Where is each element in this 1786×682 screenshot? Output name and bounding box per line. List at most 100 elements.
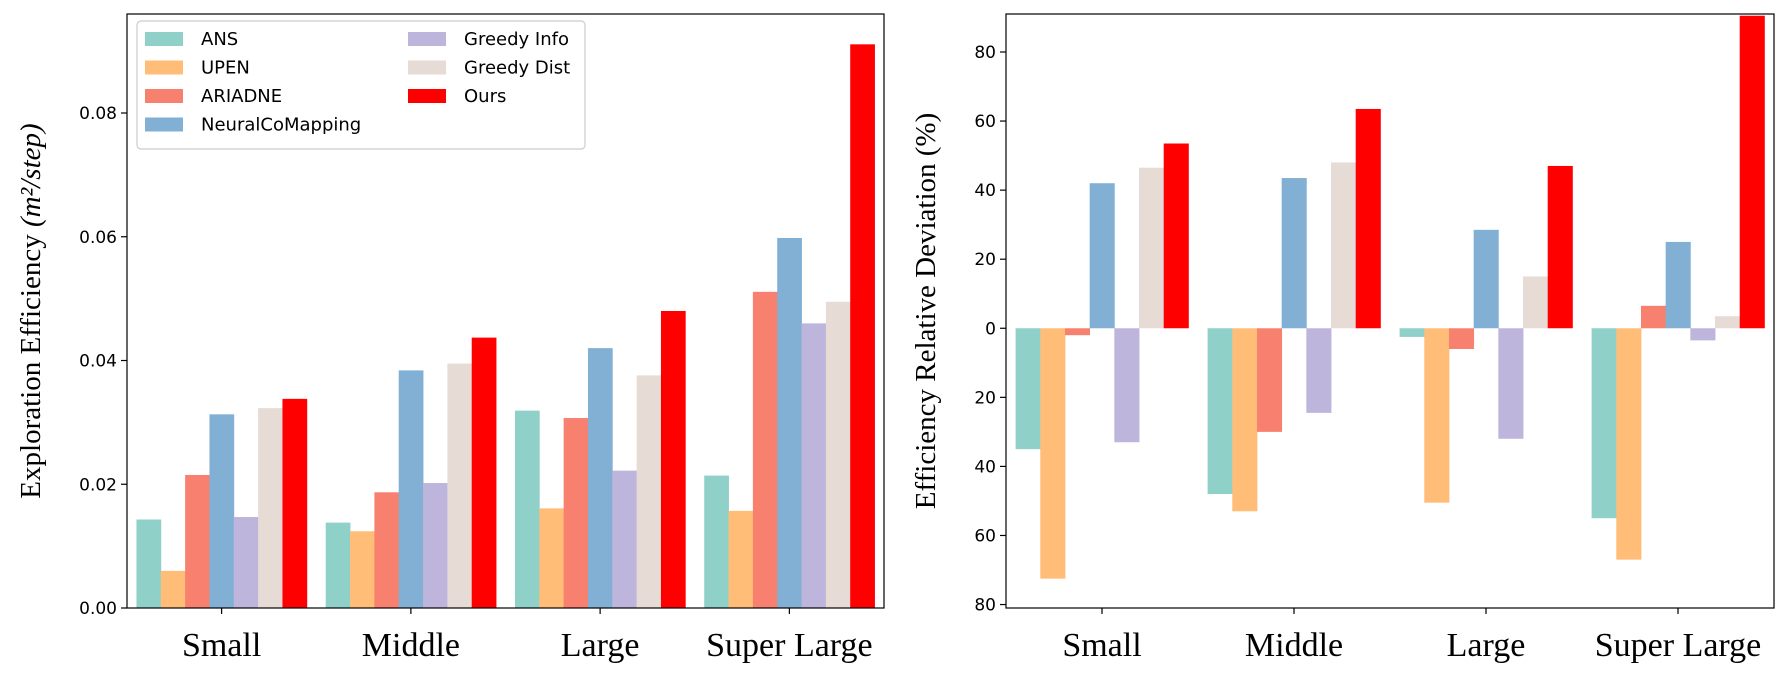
axes-frame — [1005, 13, 1775, 609]
bar-greedy-info-large — [612, 470, 638, 608]
bar-neuralcomapping-middle — [398, 370, 424, 608]
legend-label-greedy-info: Greedy Info — [464, 29, 569, 50]
left-chart-panel: 0.00 0.02 0.04 0.06 0.08 Small Middle Large Supe… — [15, 13, 885, 664]
bar-ans-middle — [325, 522, 351, 608]
bar-neuralcomapping-super-large — [777, 237, 802, 609]
y-axis-label-unit: (m²/step) — [15, 123, 47, 227]
y-tick-label: 20 — [974, 250, 996, 270]
bar-greedy-info-small — [1114, 328, 1140, 443]
x-tick-label: Middle — [362, 627, 460, 664]
x-tick-label: Super Large — [706, 627, 872, 664]
bar-ours-small — [1163, 143, 1189, 329]
y-axis-label: Exploration Efficiency (m²/step) — [15, 123, 47, 498]
y-tick-label: 0.00 — [79, 599, 117, 619]
legend-swatch-ariadne — [145, 89, 183, 103]
bar-ans-middle — [1207, 328, 1233, 495]
bar-greedy-info-super-large — [1690, 328, 1716, 341]
bar-upen-small — [160, 570, 186, 609]
bar-upen-super-large — [728, 510, 754, 608]
bar-upen-middle — [1232, 328, 1258, 512]
x-tick-label: Large — [1447, 627, 1526, 664]
bar-upen-large — [1424, 328, 1450, 503]
bar-ariadne-super-large — [1640, 305, 1667, 329]
x-tick-label: Small — [182, 627, 261, 664]
bar-ours-middle — [1355, 108, 1381, 329]
y-tick-label: 60 — [974, 526, 996, 546]
bar-ariadne-small — [185, 474, 210, 608]
x-tick-label: Super Large — [1595, 627, 1761, 664]
y-axis-label-text: Exploration Efficiency — [15, 227, 47, 499]
legend-label-ariadne: ARIADNE — [201, 86, 282, 107]
bar-ours-large — [1547, 165, 1573, 329]
x-tick-label: Large — [561, 627, 640, 664]
bar-ariadne-large — [563, 418, 589, 608]
y-tick-label: 80 — [974, 43, 996, 63]
bar-ariadne-middle — [1256, 328, 1283, 432]
y-tick-label: 80 — [974, 596, 996, 616]
y-tick-label: 40 — [974, 181, 996, 201]
bar-neuralcomapping-large — [587, 348, 613, 609]
bar-greedy-dist-middle — [447, 363, 473, 608]
bar-upen-middle — [350, 531, 375, 608]
bar-greedy-dist-large — [636, 375, 662, 608]
legend: ANS UPEN ARIADNE NeuralCoMapping Greedy Info… — [136, 20, 586, 150]
legend-swatch-neuralcomapping — [145, 117, 183, 132]
y-tick-label: 0.08 — [79, 104, 117, 124]
bar-greedy-dist-super-large — [825, 301, 851, 608]
bar-ans-super-large — [704, 475, 729, 608]
bar-ans-small — [1015, 328, 1041, 450]
bar-neuralcomapping-large — [1473, 229, 1499, 329]
bar-neuralcomapping-small — [1089, 183, 1115, 329]
bar-greedy-info-middle — [1306, 328, 1332, 413]
y-tick-label: 0 — [985, 319, 996, 339]
y-tick-label: 60 — [974, 112, 996, 132]
y-axis-label: Efficiency Relative Deviation (%) — [910, 113, 942, 509]
bar-upen-small — [1040, 328, 1066, 579]
axes-frame — [126, 13, 885, 609]
bar-ours-small — [282, 398, 308, 608]
x-tick-label: Small — [1062, 627, 1141, 664]
bar-ariadne-middle — [374, 492, 400, 608]
legend-swatch-ans — [145, 32, 183, 46]
legend-swatch-upen — [145, 60, 183, 75]
legend-label-greedy-dist: Greedy Dist — [464, 58, 570, 79]
bar-neuralcomapping-middle — [1281, 178, 1307, 329]
bar-ours-middle — [471, 337, 497, 608]
bar-greedy-info-super-large — [801, 323, 827, 609]
bar-ans-small — [136, 519, 162, 608]
bar-neuralcomapping-super-large — [1665, 241, 1691, 329]
bar-ours-super-large — [850, 44, 875, 608]
bar-ariadne-super-large — [752, 291, 778, 608]
bar-greedy-info-middle — [423, 483, 448, 608]
bar-greedy-info-large — [1498, 328, 1524, 439]
bar-ans-large — [514, 410, 540, 608]
legend-label-ans: ANS — [201, 29, 238, 50]
legend-label-upen: UPEN — [201, 58, 250, 79]
x-tick-label: Middle — [1245, 627, 1343, 664]
bar-greedy-dist-middle — [1331, 162, 1357, 329]
legend-swatch-ours — [408, 89, 446, 103]
legend-swatch-greedy-info — [408, 32, 446, 46]
legend-swatch-greedy-dist — [408, 60, 446, 75]
bar-upen-large — [539, 508, 565, 608]
bar-ans-super-large — [1591, 328, 1617, 519]
bar-greedy-dist-super-large — [1715, 316, 1741, 329]
legend-label-neuralcomapping: NeuralCoMapping — [201, 115, 361, 136]
bar-greedy-dist-large — [1523, 276, 1549, 329]
bar-greedy-dist-small — [258, 408, 283, 608]
y-tick-label: 0.04 — [79, 352, 117, 372]
bar-upen-super-large — [1616, 328, 1642, 560]
y-tick-label: 20 — [974, 388, 996, 408]
bar-ariadne-small — [1064, 328, 1091, 336]
bar-ariadne-large — [1448, 328, 1475, 349]
bar-neuralcomapping-small — [209, 414, 235, 608]
bar-ans-large — [1399, 328, 1425, 337]
bar-greedy-dist-small — [1139, 167, 1165, 329]
y-tick-label: 0.02 — [79, 475, 117, 495]
y-tick-label: 0.06 — [79, 228, 117, 248]
bar-greedy-info-small — [233, 517, 259, 608]
bar-ours-super-large — [1739, 15, 1765, 329]
bar-ours-large — [660, 311, 686, 608]
y-tick-label: 40 — [974, 457, 996, 477]
